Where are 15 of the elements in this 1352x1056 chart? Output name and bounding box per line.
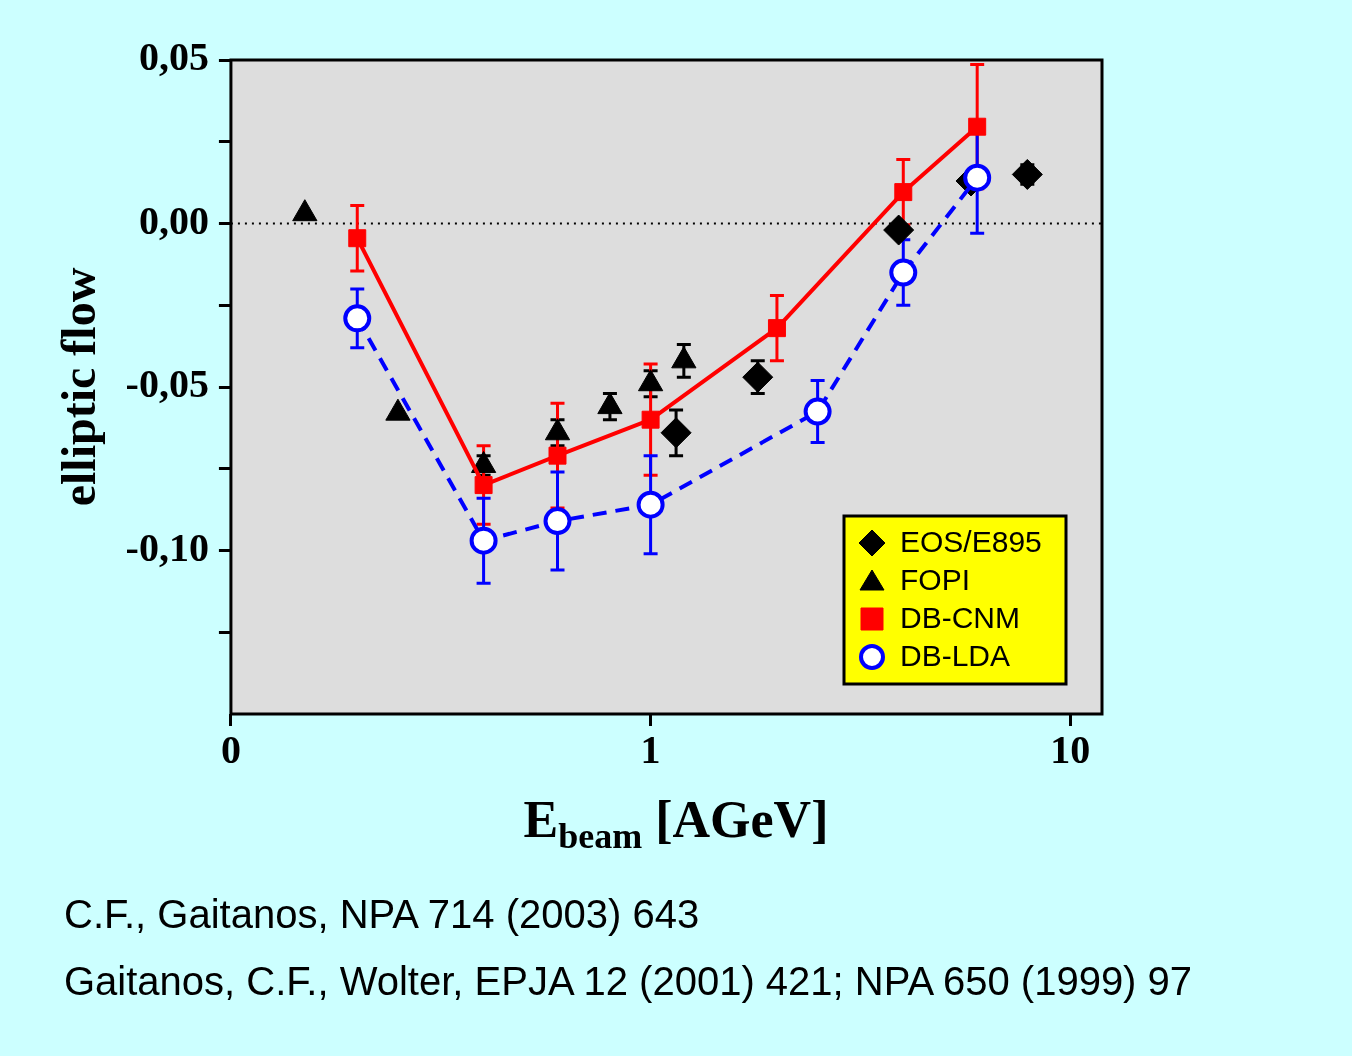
y-tick-label: 0,05	[138, 34, 209, 80]
x-tick-label: 0	[220, 727, 241, 773]
text: Gaitanos, C.F., Wolter, EPJA 12 (2001) 421; NPA 650 (1999) 97	[64, 959, 1194, 1004]
x-axis-title: E$_{beam}$ [AGeV]	[522, 790, 830, 858]
legend-label: DB-CNM	[900, 601, 1020, 635]
x-tick-label: 1	[640, 727, 661, 773]
x-tick-label: 10	[1050, 727, 1091, 773]
y-axis-title: elliptic flow	[52, 267, 106, 507]
legend-label: FOPI	[900, 563, 971, 597]
text: C.F., Gaitanos, NPA 714 (2003) 643	[64, 892, 701, 937]
y-tick-label: -0,05	[125, 361, 209, 407]
y-tick-label: -0,10	[125, 524, 209, 570]
legend-label: DB-LDA	[900, 639, 1011, 673]
y-tick-label: 0,00	[138, 197, 209, 243]
legend-label: EOS/E895	[900, 525, 1042, 559]
